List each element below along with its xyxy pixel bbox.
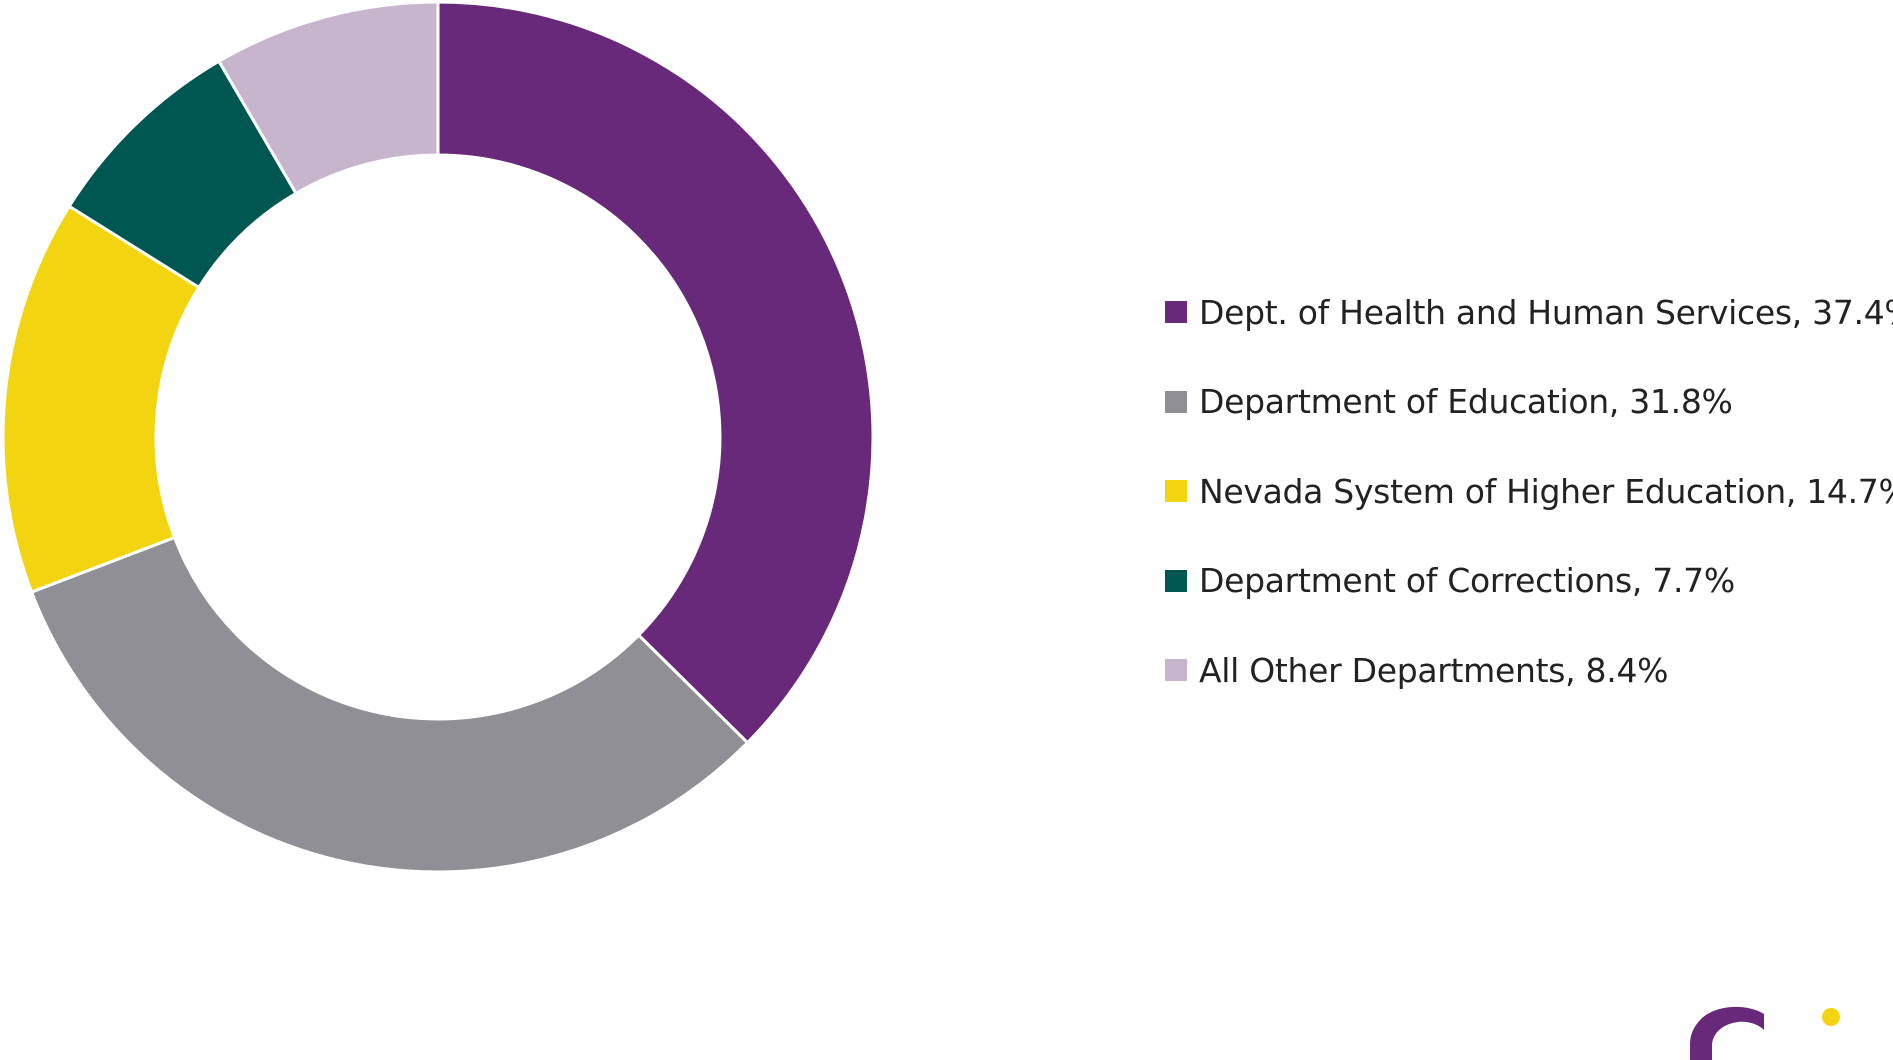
chart-legend: Dept. of Health and Human Services, 37.4…: [1165, 292, 1893, 740]
legend-swatch-higher-education: [1165, 480, 1187, 502]
legend-item-corrections: Department of Corrections, 7.7%: [1165, 561, 1893, 601]
legend-label-health-human-services: Dept. of Health and Human Services, 37.4…: [1199, 292, 1893, 332]
legend-label-education: Department of Education, 31.8%: [1199, 382, 1733, 421]
logo-dot: [1822, 1008, 1840, 1026]
legend-label-all-other: All Other Departments, 8.4%: [1199, 650, 1669, 690]
slice-all-other: [216, 0, 440, 196]
legend-swatch-all-other: [1165, 659, 1187, 681]
brand-logo: [1690, 1006, 1840, 1060]
legend-item-health-human-services: Dept. of Health and Human Services, 37.4…: [1165, 292, 1893, 332]
legend-label-higher-education: Nevada System of Higher Education, 14.7%: [1199, 471, 1893, 511]
slice-higher-education: [1, 204, 202, 594]
legend-item-education: Department of Education, 31.8%: [1165, 382, 1893, 422]
slice-health-human-services: [436, 0, 875, 745]
legend-item-higher-education: Nevada System of Higher Education, 14.7%: [1165, 471, 1893, 511]
legend-swatch-corrections: [1165, 569, 1187, 592]
legend-swatch-health-human-services: [1165, 301, 1187, 323]
legend-item-all-other: All Other Departments, 8.4%: [1165, 650, 1893, 690]
slice-education: [29, 535, 750, 874]
legend-label-corrections: Department of Corrections, 7.7%: [1199, 561, 1735, 600]
legend-swatch-education: [1165, 390, 1187, 413]
donut-slices: [1, 0, 875, 874]
logo-letter-mark: [1690, 1006, 1764, 1060]
